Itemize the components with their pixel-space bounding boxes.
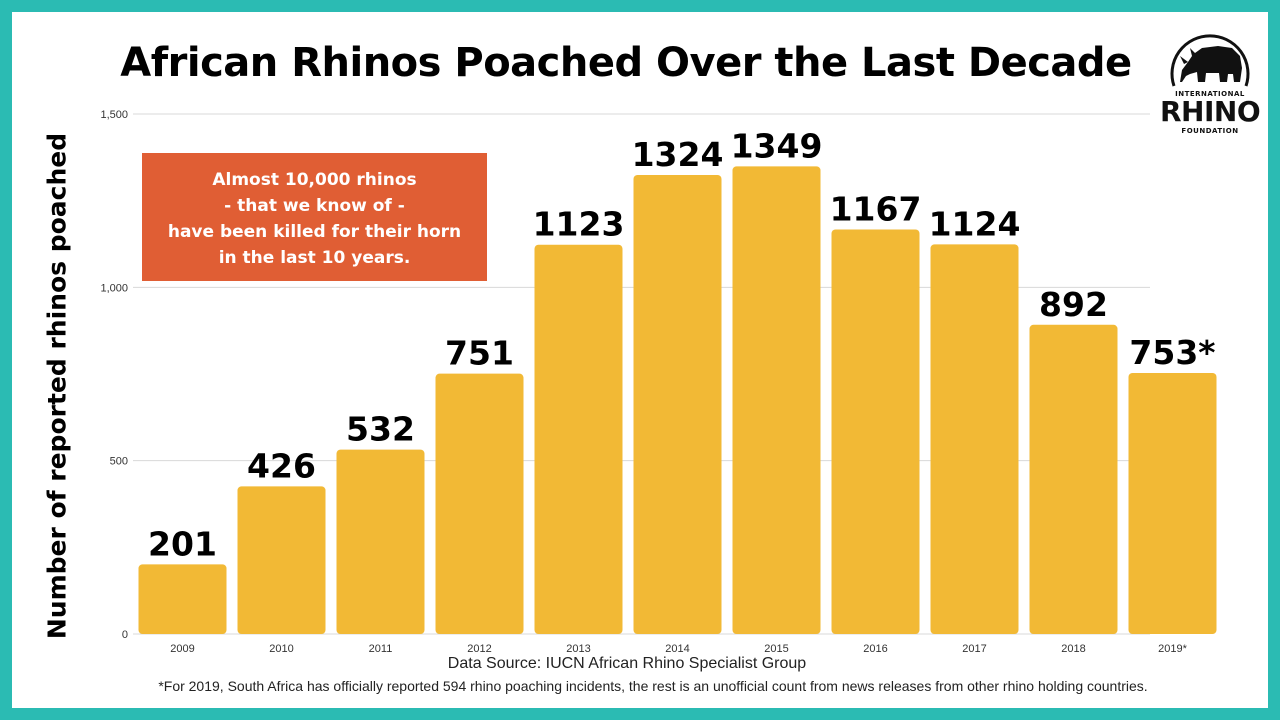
x-tick-label: 2013 — [566, 643, 590, 655]
x-tick-label: 2017 — [962, 643, 986, 655]
y-tick-label: 0 — [122, 629, 128, 641]
bar — [1029, 324, 1118, 634]
data-label: 532 — [346, 410, 415, 449]
callout-line: Almost 10,000 rhinos — [212, 170, 417, 190]
bar — [138, 564, 227, 634]
x-tick-label: 2011 — [369, 643, 393, 655]
y-tick-label: 1,500 — [100, 109, 128, 121]
bar — [930, 244, 1019, 634]
data-label: 426 — [247, 446, 316, 485]
x-tick-label: 2016 — [863, 643, 887, 655]
chart-title: African Rhinos Poached Over the Last Dec… — [120, 40, 1132, 86]
bar — [336, 449, 425, 634]
bar — [633, 175, 722, 634]
bar — [831, 229, 920, 634]
logo-text-top: INTERNATIONAL — [1175, 90, 1245, 98]
callout-line: have been killed for their horn — [167, 222, 462, 242]
data-label: 1167 — [830, 189, 922, 228]
x-tick-label: 2018 — [1061, 643, 1085, 655]
x-tick-label: 2010 — [269, 643, 293, 655]
data-source: Data Source: IUCN African Rhino Speciali… — [447, 655, 807, 672]
data-label: 1324 — [632, 135, 724, 174]
data-label: 1349 — [731, 126, 823, 165]
x-tick-label: 2012 — [467, 643, 491, 655]
rhino-icon — [1170, 34, 1250, 87]
x-tick-label: 2009 — [170, 643, 194, 655]
bar — [1128, 372, 1217, 634]
y-tick-label: 1,000 — [100, 282, 128, 294]
logo-text-main: RHINO — [1160, 95, 1261, 128]
data-label: 1123 — [533, 205, 625, 244]
data-label: 751 — [445, 334, 514, 373]
data-label: 1124 — [929, 204, 1021, 243]
logo-text-bottom: FOUNDATION — [1181, 127, 1239, 135]
bar — [435, 373, 524, 634]
bar — [732, 166, 821, 634]
callout-line: - that we know of - — [224, 196, 405, 216]
x-tick-label: 2015 — [764, 643, 788, 655]
x-tick-label: 2019* — [1158, 643, 1187, 655]
data-label: 892 — [1039, 285, 1108, 324]
callout-box: Almost 10,000 rhinos - that we know of -… — [142, 153, 487, 281]
data-label: 201 — [148, 524, 217, 563]
callout-line: in the last 10 years. — [218, 248, 411, 268]
footnote: *For 2019, South Africa has officially r… — [158, 678, 1148, 694]
bar — [237, 486, 326, 634]
y-tick-label: 500 — [110, 456, 128, 468]
bar — [534, 244, 623, 634]
x-tick-label: 2014 — [665, 643, 689, 655]
data-label: 753* — [1129, 333, 1215, 372]
